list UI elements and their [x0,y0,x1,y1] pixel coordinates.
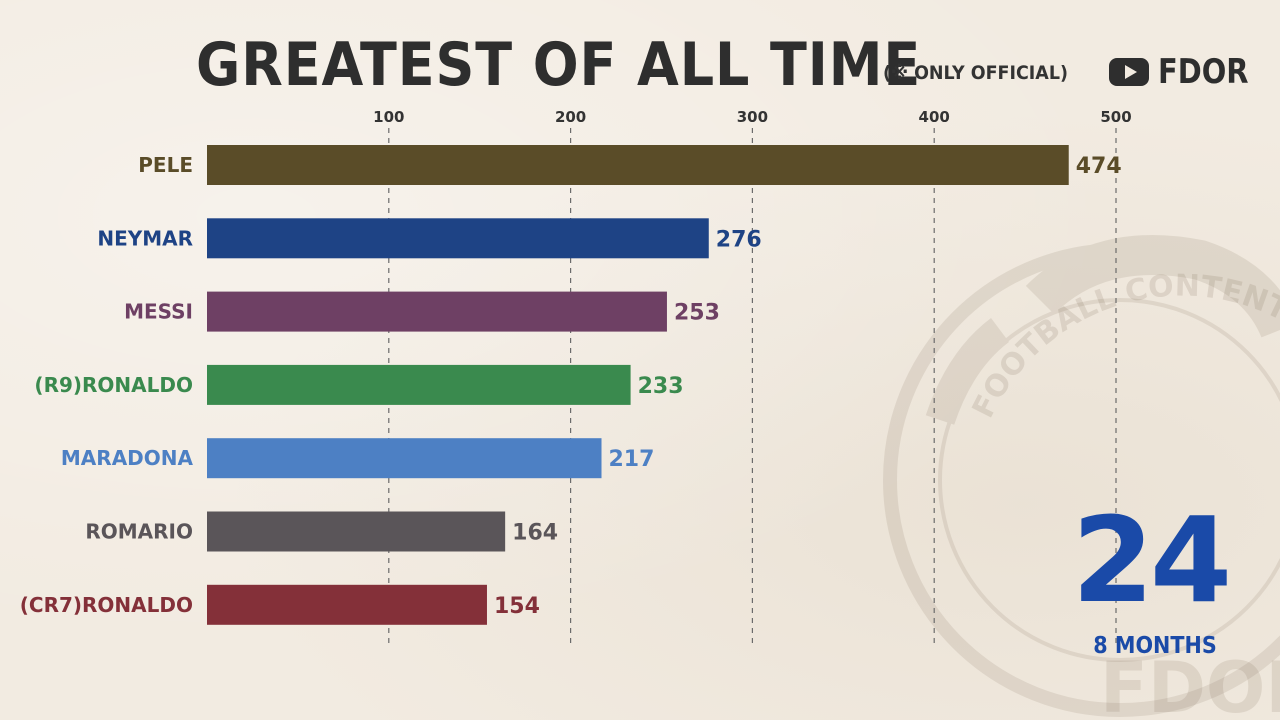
time-counter-value: 24 [1071,491,1232,629]
value-label: 233 [638,374,684,399]
x-tick-label: 500 [1100,108,1131,126]
channel-name: FDOR [1158,52,1249,92]
chart-subtitle: (※ ONLY OFFICIAL) [883,62,1068,84]
category-label: ROMARIO [85,520,193,544]
bar [207,511,506,552]
value-label: 154 [494,594,540,619]
value-label: 276 [716,227,762,252]
channel-logo: FDOR [1108,52,1265,92]
value-label: 253 [674,301,720,326]
x-tick-label: 300 [737,108,768,126]
x-tick-label: 400 [919,108,950,126]
value-label: 164 [512,521,558,546]
x-tick-label: 200 [555,108,586,126]
x-tick-label: 100 [373,108,404,126]
bar [207,584,487,625]
bar [207,438,602,479]
title-block: GREATEST OF ALL TIME [196,30,1002,100]
chart-title: GREATEST OF ALL TIME [196,30,922,100]
category-label: (CR7)RONALDO [20,593,193,617]
category-label: NEYMAR [97,226,193,250]
youtube-play-icon [1109,58,1149,86]
category-label: MESSI [124,300,193,324]
bar [207,364,631,405]
time-counter-label: 8 MONTHS [1093,633,1217,659]
bar [207,218,709,259]
bar [207,145,1069,185]
watermark-brand: FDOR [1100,647,1280,720]
category-label: MARADONA [61,446,194,470]
category-label: PELE [138,153,193,177]
bar [207,291,667,332]
category-label: (R9)RONALDO [34,373,193,397]
value-label: 474 [1076,154,1122,179]
value-label: 217 [609,447,655,472]
